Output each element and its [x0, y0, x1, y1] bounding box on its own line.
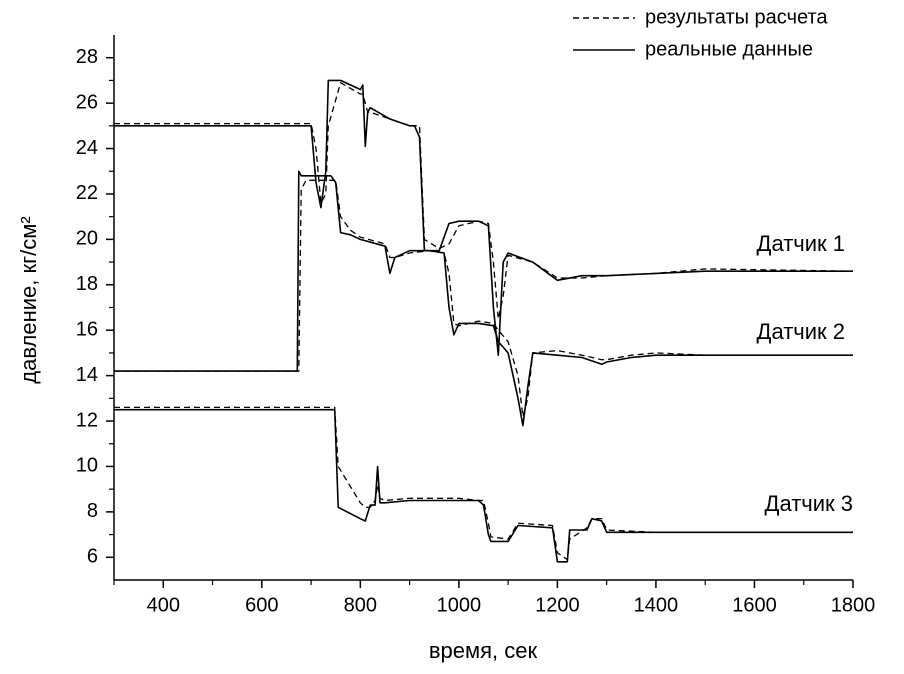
x-tick-label: 1000: [437, 594, 482, 616]
real-line: [114, 170, 853, 427]
x-tick-label: 1800: [831, 594, 876, 616]
x-tick-label: 400: [147, 594, 180, 616]
y-tick-label: 28: [76, 46, 98, 68]
calc-line: [114, 406, 853, 561]
legend-label: результаты расчета: [645, 6, 828, 28]
y-tick-label: 12: [76, 409, 98, 431]
y-tick-label: 26: [76, 91, 98, 113]
y-tick-label: 22: [76, 182, 98, 204]
x-tick-label: 1200: [535, 594, 580, 616]
y-axis-label: давление, кг/см²: [16, 216, 41, 383]
sensor-label: Датчик 2: [757, 319, 845, 344]
y-tick-label: 18: [76, 273, 98, 295]
y-tick-label: 20: [76, 228, 98, 250]
sensor-label: Датчик 3: [765, 491, 853, 516]
y-tick-label: 8: [87, 500, 98, 522]
real-line: [114, 79, 853, 357]
y-tick-label: 6: [87, 546, 98, 568]
x-axis-label: время, сек: [429, 638, 538, 663]
calc-line: [114, 82, 854, 320]
sensor-label: Датчик 1: [757, 231, 845, 256]
calc-line: [114, 179, 853, 418]
real-line: [114, 408, 853, 563]
x-tick-label: 1400: [634, 594, 679, 616]
y-tick-label: 14: [76, 364, 98, 386]
legend-label: реальные данные: [645, 38, 813, 60]
x-tick-label: 600: [245, 594, 278, 616]
x-tick-label: 1600: [732, 594, 777, 616]
y-tick-label: 10: [76, 455, 98, 477]
y-tick-label: 24: [76, 137, 98, 159]
y-tick-label: 16: [76, 318, 98, 340]
x-tick-label: 800: [344, 594, 377, 616]
